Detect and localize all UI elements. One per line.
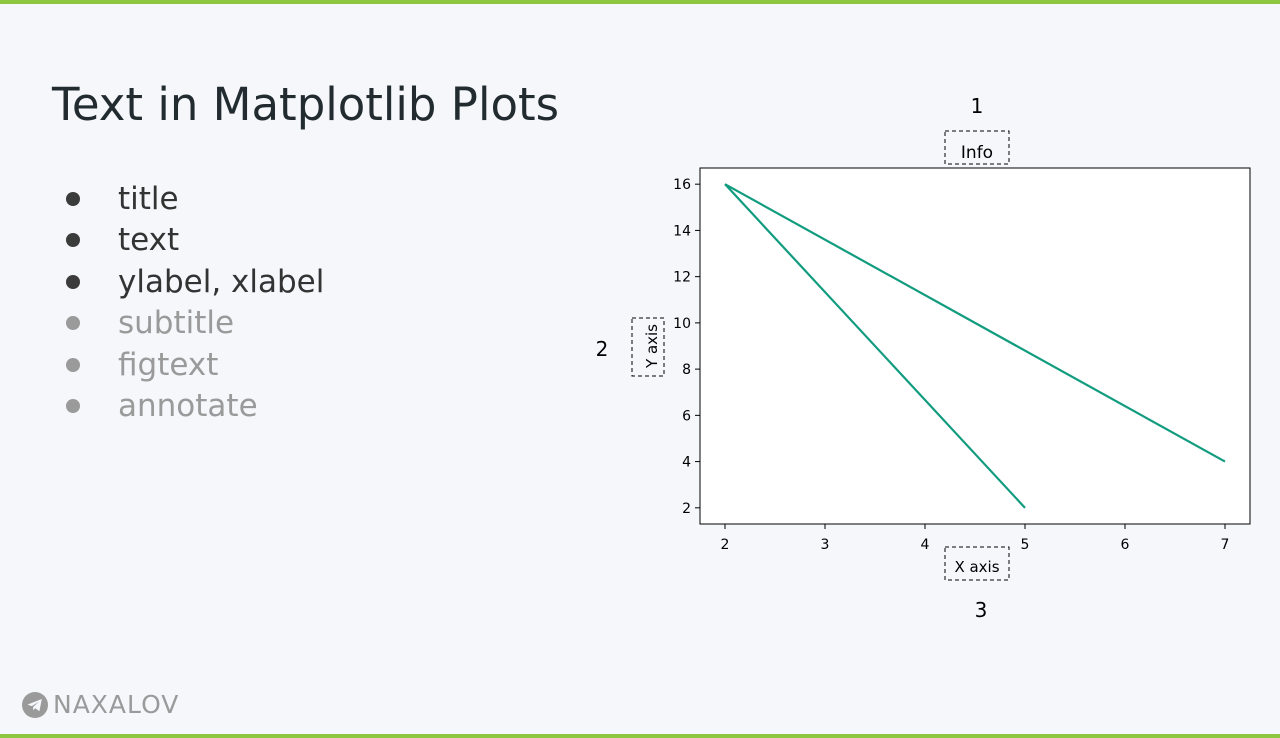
- bullet-list: title text ylabel, xlabel subtitle figtext an…: [66, 178, 324, 427]
- axis-ticks: 2 3 4 5 6 7 2 4 6 8 10 12 14 16: [673, 177, 1229, 553]
- y-tick-label: 16: [673, 177, 691, 193]
- y-tick-label: 4: [682, 455, 691, 471]
- bullet-dot-icon: [66, 399, 80, 414]
- bullet-dot-icon: [66, 274, 80, 289]
- x-tick-label: 4: [921, 537, 930, 553]
- bullet-label: ylabel, xlabel: [118, 263, 325, 300]
- top-accent-bar: [0, 0, 1280, 4]
- slide-title: Text in Matplotlib Plots: [52, 78, 560, 131]
- bullet-item: figtext: [66, 344, 324, 386]
- series-lines: [724, 183, 1226, 509]
- title-callout-box: [944, 130, 1010, 165]
- plot-area: [699, 167, 1251, 525]
- bullet-label: title: [118, 180, 179, 217]
- bullet-item: title: [66, 178, 324, 220]
- bullet-item: ylabel, xlabel: [66, 261, 324, 303]
- chart-title: Info: [961, 143, 993, 163]
- ylabel-callout-number: 2: [596, 337, 609, 361]
- y-tick-label: 10: [673, 316, 691, 332]
- bullet-item: subtitle: [66, 303, 324, 345]
- chart-svg: 1 Info 2 Y axis X axis 3 2 3 4 5 6 7 2 4 6 8 10 12 1…: [596, 94, 1251, 622]
- bullet-item: text: [66, 220, 324, 262]
- bullet-label: text: [118, 222, 180, 259]
- x-tick-label: 2: [721, 537, 730, 553]
- series-line-2: [724, 183, 1226, 463]
- x-tick-label: 6: [1121, 537, 1130, 553]
- brand: NAXALOV: [22, 690, 179, 719]
- ylabel-callout-box: [631, 317, 665, 377]
- x-tick-label: 7: [1221, 537, 1230, 553]
- x-tick-label: 3: [821, 537, 830, 553]
- xlabel-callout-box: [944, 546, 1010, 581]
- series-line-1: [724, 183, 1026, 509]
- bullet-label: annotate: [118, 388, 258, 425]
- y-tick-label: 2: [682, 501, 691, 517]
- y-tick-label: 14: [673, 223, 691, 239]
- title-callout-number: 1: [971, 94, 984, 118]
- x-axis-label: X axis: [954, 558, 999, 576]
- bullet-dot-icon: [66, 357, 80, 372]
- xlabel-callout-number: 3: [975, 598, 988, 622]
- y-tick-label: 12: [673, 270, 691, 286]
- bullet-dot-icon: [66, 233, 80, 248]
- x-tick-label: 5: [1021, 537, 1030, 553]
- bullet-item: annotate: [66, 386, 324, 428]
- bullet-label: figtext: [118, 346, 219, 383]
- telegram-icon: [22, 691, 48, 718]
- brand-name: NAXALOV: [53, 690, 180, 719]
- y-tick-label: 8: [682, 362, 691, 378]
- bullet-dot-icon: [66, 191, 80, 206]
- bullet-label: subtitle: [118, 305, 235, 342]
- bottom-accent-bar: [0, 734, 1280, 738]
- bullet-dot-icon: [66, 316, 80, 331]
- chart: 1 Info 2 Y axis X axis 3 2 3 4 5 6 7 2 4 6 8 10 12 1…: [580, 88, 1270, 633]
- y-tick-label: 6: [682, 408, 691, 424]
- y-axis-label: Y axis: [643, 324, 661, 369]
